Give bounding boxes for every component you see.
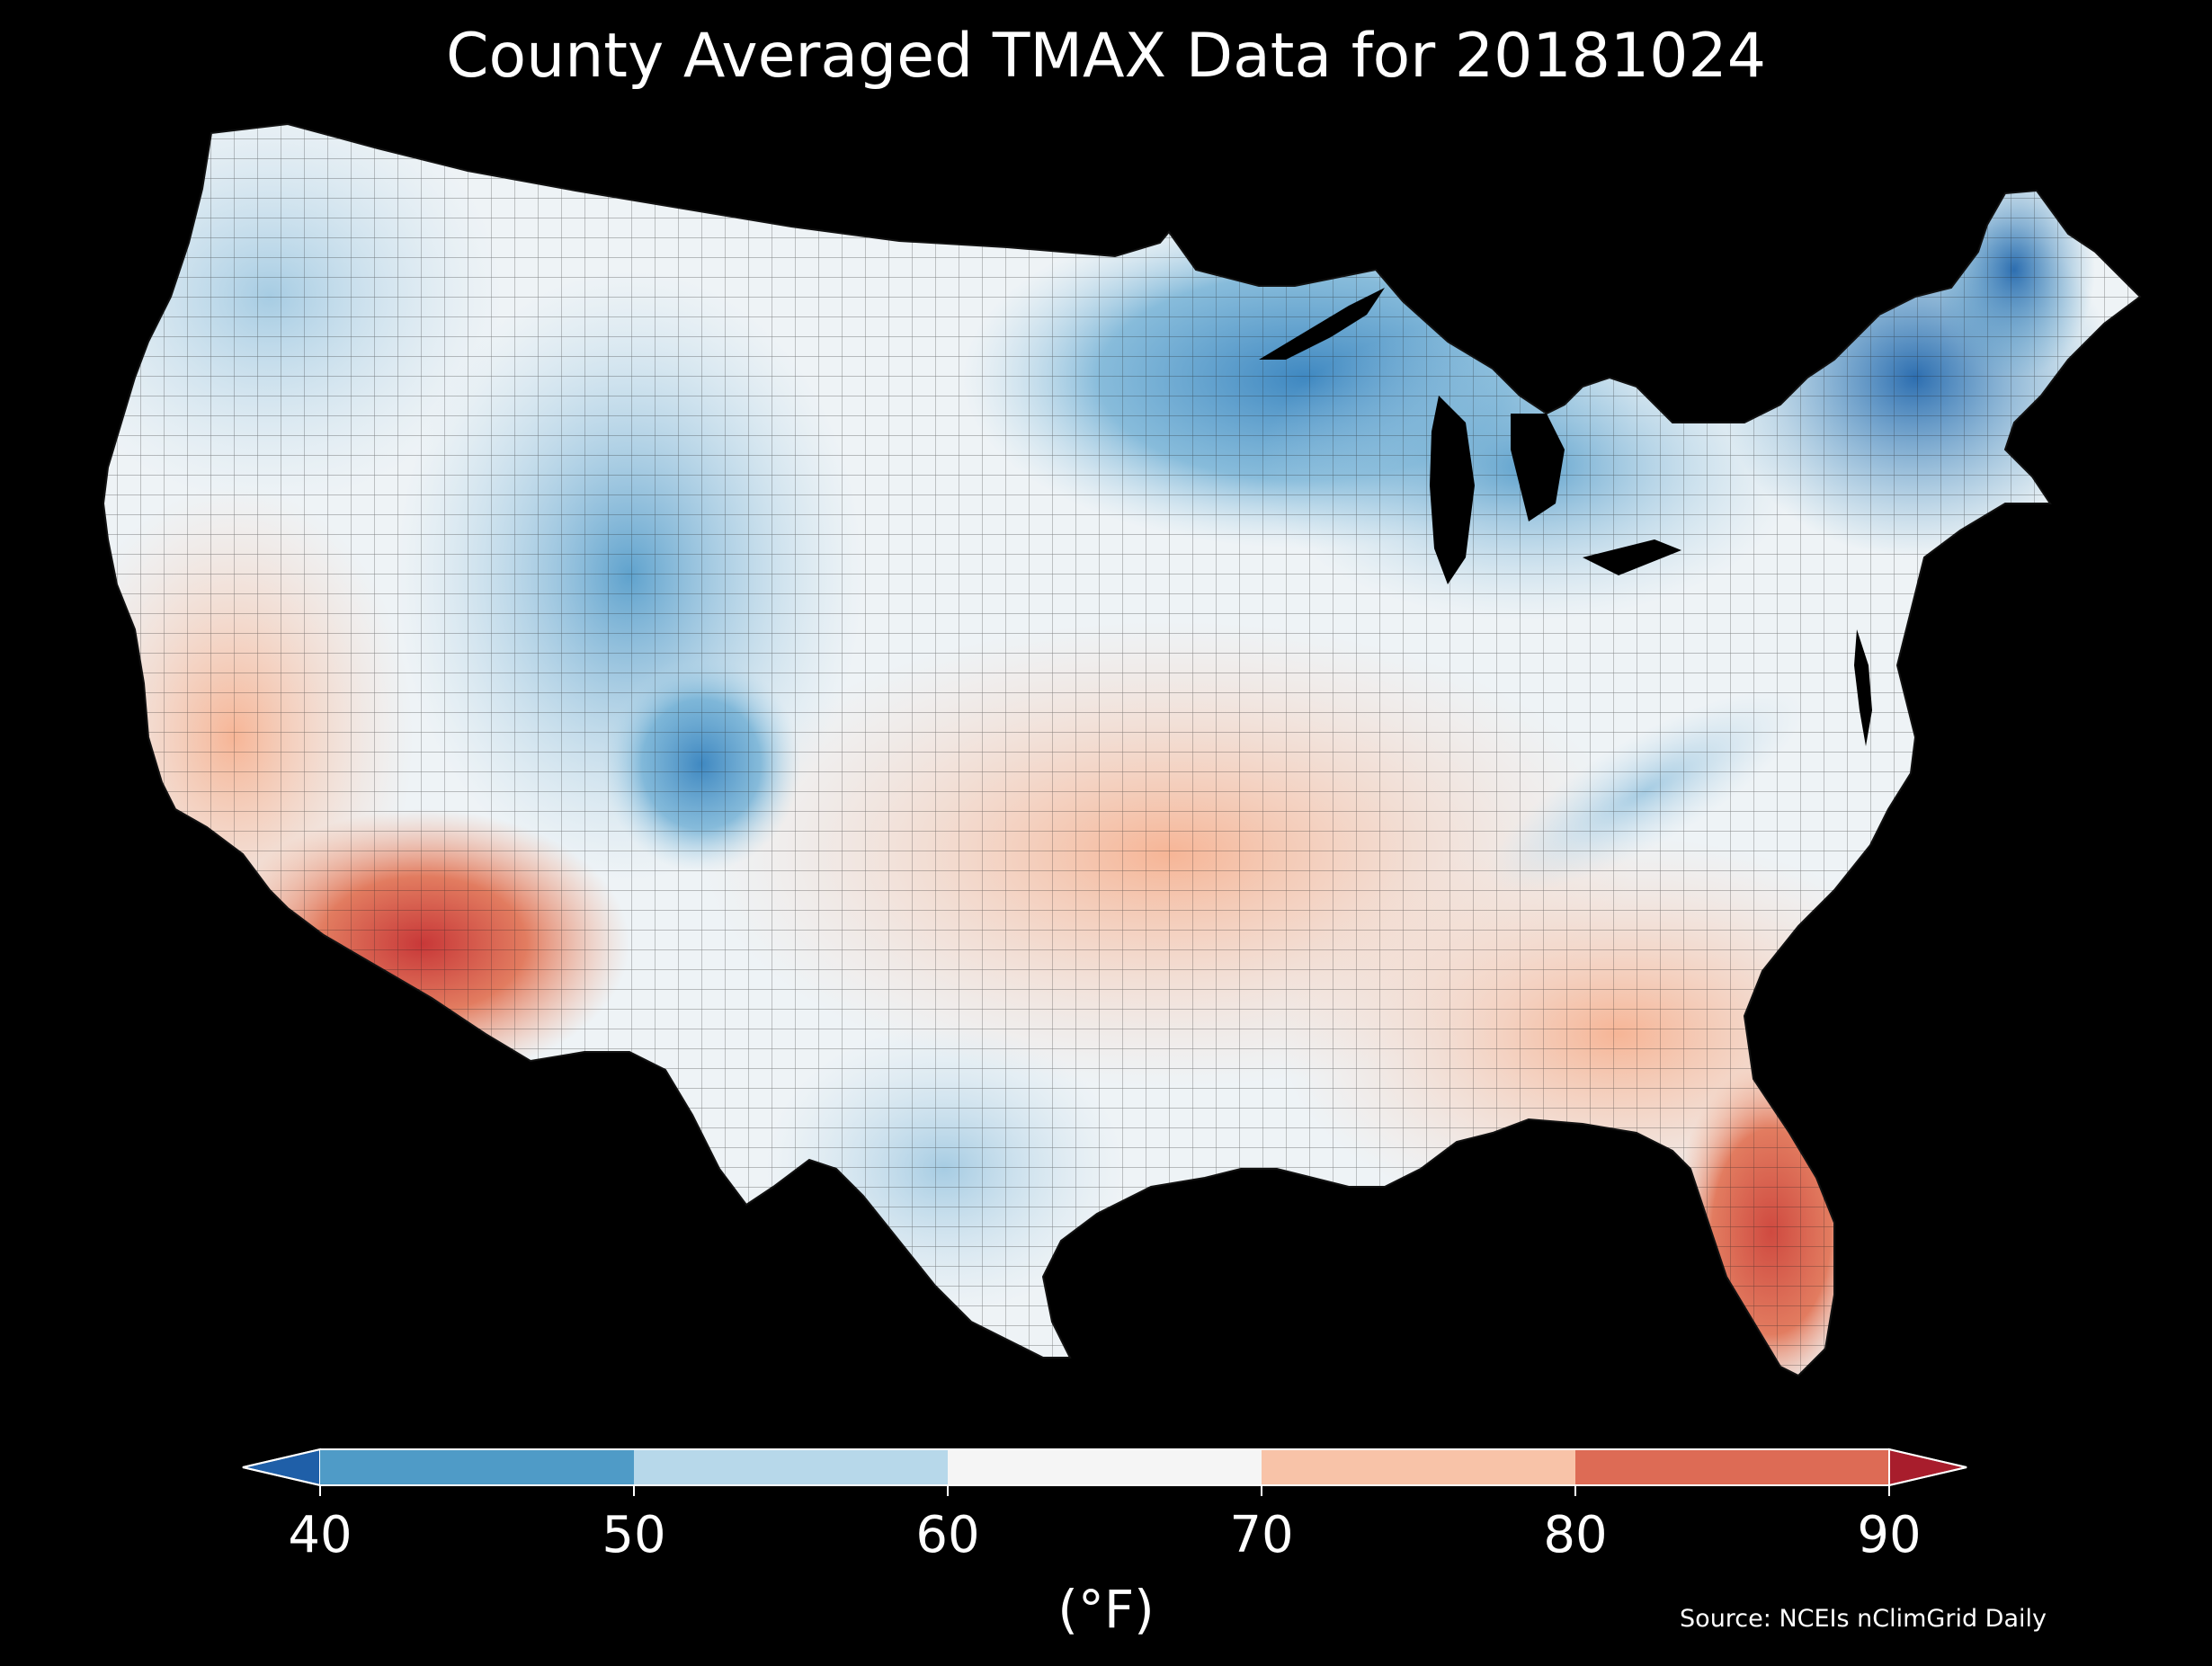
colorbar-over-arrow bbox=[1888, 1448, 1967, 1487]
lake-huron bbox=[1511, 414, 1565, 521]
lake-erie bbox=[1583, 539, 1681, 575]
colorbar-tick-marks bbox=[242, 1448, 1967, 1496]
colorbar-tick-label: 70 bbox=[1229, 1506, 1294, 1564]
colorbar-bin bbox=[634, 1449, 948, 1485]
colorbar-bin bbox=[1575, 1449, 1889, 1485]
colorbar-tick-label: 60 bbox=[915, 1506, 980, 1564]
colorbar-tick-label: 40 bbox=[288, 1506, 352, 1564]
colorbar-bin bbox=[948, 1449, 1262, 1485]
colorbar-tick-label: 50 bbox=[602, 1506, 666, 1564]
lake-michigan bbox=[1430, 396, 1475, 584]
colorbar-under-arrow bbox=[242, 1448, 321, 1487]
colorbar-bin bbox=[1262, 1449, 1575, 1485]
colorbar-bins bbox=[320, 1449, 1889, 1485]
source-note: Source: NCEIs nClimGrid Daily bbox=[1680, 1605, 2047, 1633]
chesapeake-bay bbox=[1854, 629, 1872, 746]
colorbar-tick-label: 80 bbox=[1543, 1506, 1608, 1564]
conus-outline bbox=[102, 122, 2142, 1377]
lake-superior bbox=[1259, 288, 1385, 360]
colorbar-bin bbox=[320, 1449, 634, 1485]
colorbar-unit-label: (°F) bbox=[1057, 1579, 1155, 1640]
colorbar-tick-label: 90 bbox=[1857, 1506, 1922, 1564]
map-title: County Averaged TMAX Data for 20181024 bbox=[446, 21, 1766, 92]
colorbar bbox=[242, 1448, 1967, 1496]
